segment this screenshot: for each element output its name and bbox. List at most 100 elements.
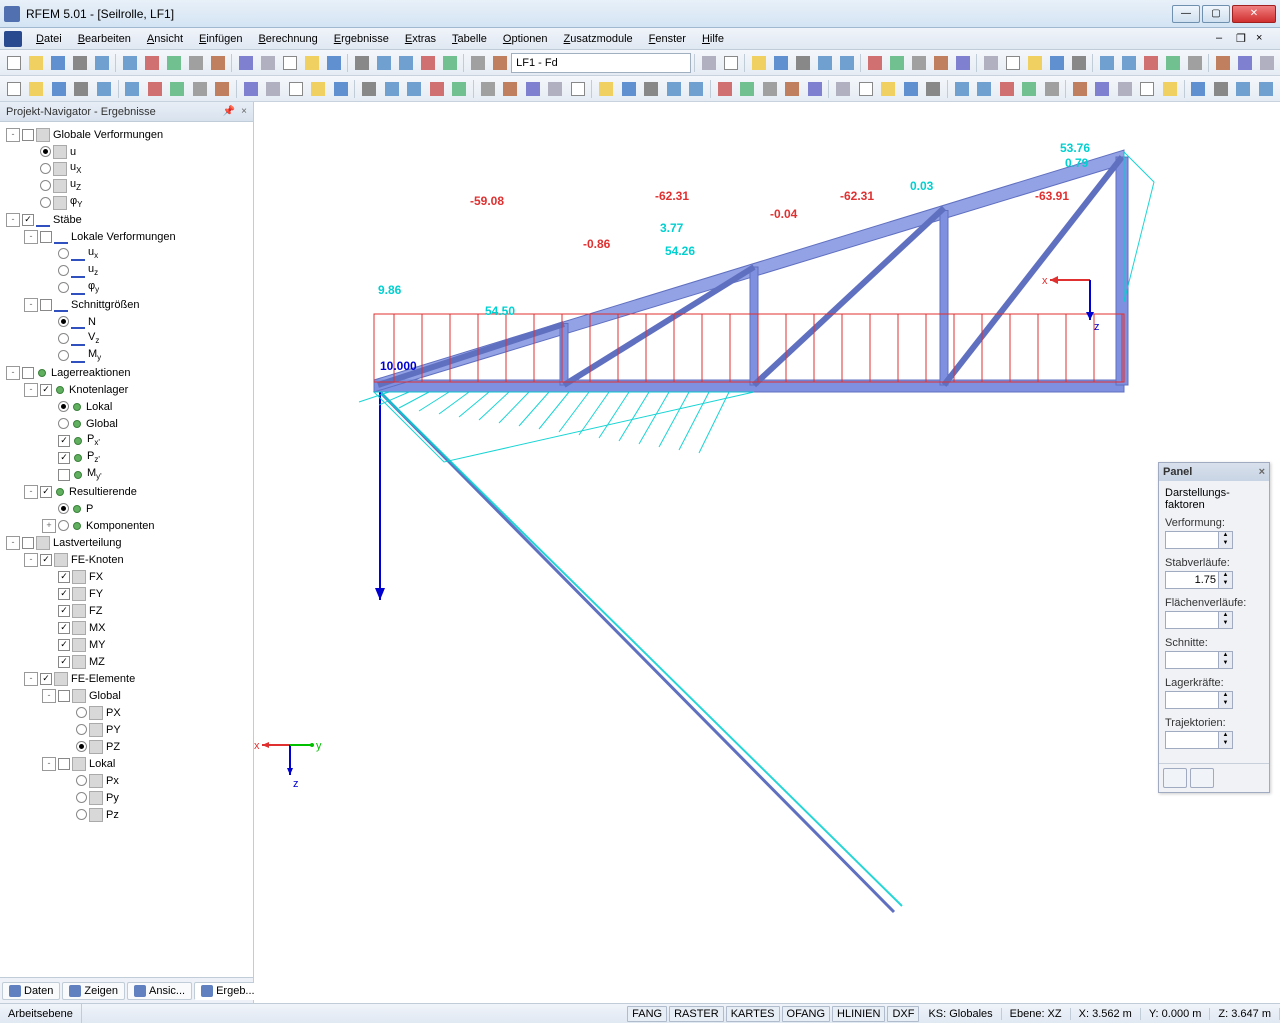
tree-expander-icon[interactable]: - <box>24 553 38 567</box>
panel-title-bar[interactable]: Panel × <box>1159 463 1269 481</box>
radio[interactable] <box>76 724 87 735</box>
toolbar-button[interactable] <box>358 78 380 100</box>
toolbar-button[interactable] <box>439 52 460 74</box>
toolbar-button[interactable] <box>351 52 372 74</box>
mdi-minimize-button[interactable]: – <box>1216 32 1236 46</box>
radio[interactable] <box>40 146 51 157</box>
tree-item[interactable]: PZ <box>0 738 253 755</box>
tree-expander-icon[interactable] <box>42 417 56 431</box>
toolbar-button[interactable] <box>1092 78 1114 100</box>
toolbar-button[interactable] <box>792 52 813 74</box>
toolbar-button[interactable] <box>640 78 662 100</box>
toolbar-button[interactable] <box>330 78 352 100</box>
toolbar-button[interactable] <box>3 52 24 74</box>
toolbar-button[interactable] <box>980 52 1001 74</box>
toolbar-button[interactable] <box>1184 52 1205 74</box>
menu-ansicht[interactable]: Ansicht <box>139 31 191 47</box>
tree-expander-icon[interactable] <box>42 247 56 261</box>
toolbar-button[interactable] <box>952 52 973 74</box>
toolbar-button[interactable] <box>1137 78 1159 100</box>
radio[interactable] <box>58 418 69 429</box>
toolbar-button[interactable] <box>185 52 206 74</box>
toolbar-button[interactable] <box>189 78 211 100</box>
toolbar-button[interactable] <box>522 78 544 100</box>
tree-expander-icon[interactable] <box>24 162 38 176</box>
toolbar-button[interactable] <box>141 52 162 74</box>
panel-field-input[interactable] <box>1165 691 1219 709</box>
menu-bearbeiten[interactable]: Bearbeiten <box>70 31 139 47</box>
tree-item[interactable]: FY <box>0 585 253 602</box>
toolbar-button[interactable] <box>235 52 256 74</box>
toolbar-button[interactable] <box>395 52 416 74</box>
menu-fenster[interactable]: Fenster <box>641 31 694 47</box>
toolbar-button[interactable] <box>1140 52 1161 74</box>
tree-item[interactable]: PX <box>0 704 253 721</box>
tree-item[interactable]: Pz <box>0 806 253 823</box>
toolbar-button[interactable] <box>381 78 403 100</box>
spinner[interactable]: ▲▼ <box>1219 691 1233 709</box>
toolbar-button[interactable] <box>301 52 322 74</box>
toolbar-button[interactable] <box>836 52 857 74</box>
toolbar-button[interactable] <box>759 78 781 100</box>
menu-hilfe[interactable]: Hilfe <box>694 31 732 47</box>
toolbar-button[interactable] <box>285 78 307 100</box>
tree-expander-icon[interactable] <box>42 434 56 448</box>
tree-item[interactable]: -FE-Knoten <box>0 551 253 568</box>
toolbar-button[interactable] <box>832 78 854 100</box>
toolbar-button[interactable] <box>69 52 90 74</box>
checkbox[interactable] <box>58 452 70 464</box>
toolbar-button[interactable] <box>1188 78 1210 100</box>
viewport[interactable]: -59.08-62.31-62.31-63.91-0.86-0.0454.505… <box>254 102 1280 1003</box>
navigator-close-icon[interactable]: × <box>241 106 247 117</box>
toolbar-button[interactable] <box>1256 52 1277 74</box>
toolbar-button[interactable] <box>467 52 488 74</box>
toolbar-button[interactable] <box>1041 78 1063 100</box>
checkbox[interactable] <box>58 588 70 600</box>
toolbar-button[interactable] <box>1159 78 1181 100</box>
radio[interactable] <box>58 316 69 327</box>
toolbar-button[interactable] <box>373 52 394 74</box>
tree-item[interactable]: FZ <box>0 602 253 619</box>
panel-button-1[interactable] <box>1163 768 1187 788</box>
toolbar-button[interactable] <box>886 52 907 74</box>
menu-tabelle[interactable]: Tabelle <box>444 31 495 47</box>
close-button[interactable]: ✕ <box>1232 5 1276 23</box>
toolbar-button[interactable] <box>119 52 140 74</box>
nav-tab-2[interactable]: Ansic... <box>127 982 192 1000</box>
tree-expander-icon[interactable]: - <box>24 298 38 312</box>
panel-button-2[interactable] <box>1190 768 1214 788</box>
tree-item[interactable]: Vz <box>0 330 253 347</box>
tree-expander-icon[interactable]: - <box>6 536 20 550</box>
tree-expander-icon[interactable] <box>42 349 56 363</box>
toolbar-button[interactable] <box>1255 78 1277 100</box>
tree-item[interactable]: φy <box>0 279 253 296</box>
tree-expander-icon[interactable] <box>60 791 74 805</box>
toolbar-button[interactable] <box>71 78 93 100</box>
tree-expander-icon[interactable] <box>24 196 38 210</box>
tree-item[interactable]: φY <box>0 194 253 211</box>
tree-item[interactable]: Pz' <box>0 449 253 466</box>
tree-item[interactable]: ux <box>0 245 253 262</box>
tree-expander-icon[interactable] <box>42 621 56 635</box>
tree-item[interactable]: MY <box>0 636 253 653</box>
spinner[interactable]: ▲▼ <box>1219 611 1233 629</box>
toolbar-button[interactable] <box>240 78 262 100</box>
radio[interactable] <box>40 163 51 174</box>
toolbar-button[interactable] <box>489 52 510 74</box>
toolbar-button[interactable] <box>499 78 521 100</box>
spinner[interactable]: ▲▼ <box>1219 731 1233 749</box>
status-toggle-fang[interactable]: FANG <box>627 1006 667 1022</box>
toolbar-button[interactable] <box>1210 78 1232 100</box>
tree-item[interactable]: -Lokale Verformungen <box>0 228 253 245</box>
tree-item[interactable]: FX <box>0 568 253 585</box>
status-toggle-raster[interactable]: RASTER <box>669 1006 724 1022</box>
tree-expander-icon[interactable] <box>42 281 56 295</box>
toolbar-button[interactable] <box>417 52 438 74</box>
toolbar-button[interactable] <box>804 78 826 100</box>
toolbar-button[interactable] <box>855 78 877 100</box>
toolbar-button[interactable] <box>714 78 736 100</box>
toolbar-button[interactable] <box>1046 52 1067 74</box>
tree-item[interactable]: +Komponenten <box>0 517 253 534</box>
toolbar-button[interactable] <box>1069 78 1091 100</box>
status-toggle-ofang[interactable]: OFANG <box>782 1006 831 1022</box>
